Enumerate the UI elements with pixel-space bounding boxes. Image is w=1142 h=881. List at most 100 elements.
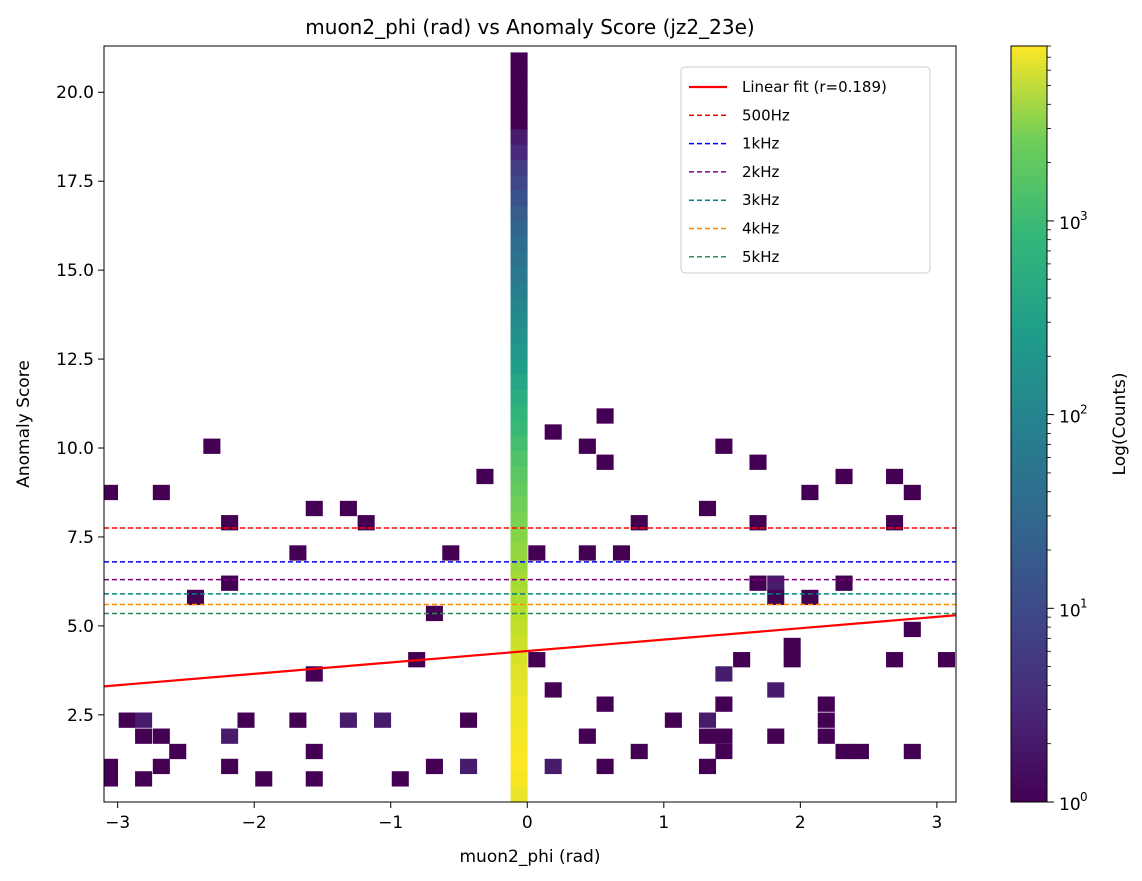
heatmap-cell-central [510, 205, 528, 222]
heatmap-cell [255, 771, 273, 787]
heatmap-cell [698, 728, 717, 744]
heatmap-cell-central [510, 450, 528, 466]
heatmap-cell [783, 637, 801, 654]
heatmap-cell [203, 438, 221, 454]
y-tick-label: 17.5 [56, 172, 94, 192]
heatmap-cell [528, 652, 546, 668]
heatmap-cell-central [510, 603, 528, 619]
heatmap-cell-central [510, 128, 528, 145]
heatmap-cell-central [510, 710, 528, 727]
heatmap-cell [749, 454, 767, 470]
heatmap-cell [903, 484, 921, 501]
heatmap-cell [886, 515, 904, 531]
heatmap-cell [305, 771, 323, 787]
heatmap-cell-central [510, 480, 528, 497]
heatmap-cell [289, 712, 307, 728]
heatmap-cell [612, 545, 631, 561]
heatmap-cell [783, 652, 801, 668]
plot-frame [103, 45, 957, 803]
heatmap-cell-central [510, 771, 528, 788]
colorbar-tick-label: 10 [1059, 408, 1081, 428]
heatmap-cell [596, 408, 614, 424]
heatmap-cell-central [510, 113, 528, 130]
heatmap-cell [817, 696, 835, 712]
heatmap-cell [596, 758, 614, 775]
heatmap-cell [374, 712, 392, 728]
heatmap-cell [715, 743, 733, 760]
heatmap-cell-central [510, 404, 528, 421]
colorbar-tick-exponent: 1 [1080, 596, 1088, 610]
heatmap-cell-central [510, 358, 528, 375]
heatmap-cell [767, 682, 785, 698]
heatmap-cell-central [510, 52, 528, 69]
heatmap-cell-central [510, 725, 528, 742]
heatmap-cell-central [510, 297, 528, 313]
y-tick-label: 10.0 [56, 439, 94, 459]
heatmap-cell [544, 682, 562, 698]
heatmap-cell-central [510, 312, 528, 329]
heatmap-cell [851, 743, 869, 760]
x-tick-label: 3 [931, 813, 942, 833]
heatmap-cell [135, 771, 153, 787]
threshold-lines [104, 527, 956, 688]
heatmap-cell [835, 468, 853, 485]
heatmap-cell [237, 712, 255, 728]
heatmap-cell-central [510, 343, 528, 359]
colorbar-tick-label: 10 [1059, 601, 1081, 621]
heatmap-cell [152, 728, 170, 744]
legend: Linear fit (r=0.189) 500Hz 1kHz 2kHz 3kHz 4kH… [680, 66, 931, 274]
heatmap-cell [886, 652, 904, 668]
heatmap-cell [578, 438, 596, 454]
heatmap-cell [425, 758, 443, 775]
heatmap-cell [715, 696, 733, 712]
x-tick-label: 0 [522, 813, 533, 833]
colorbar-label: Log(Counts) [1110, 373, 1130, 476]
heatmap-cell [835, 743, 853, 760]
heatmap-cell [903, 743, 921, 760]
y-tick-label: 20.0 [56, 83, 94, 103]
heatmap-cell [104, 758, 118, 775]
x-tick-label: −3 [105, 813, 130, 833]
heatmap-cell-central [510, 419, 528, 436]
x-axis-ticks: −3 −2 −1 0 1 2 3 [105, 802, 942, 833]
heatmap-cell [391, 771, 409, 787]
legend-label: 1kHz [742, 135, 780, 153]
heatmap-cell-central [510, 496, 528, 512]
heatmap-cell-central [510, 190, 528, 206]
heatmap-cell [903, 621, 921, 638]
heatmap-cell-central [510, 251, 528, 268]
y-axis-label: Anomaly Score [14, 360, 34, 488]
colorbar-tick-exponent: 0 [1080, 790, 1088, 804]
legend-entries: Linear fit (r=0.189) 500Hz 1kHz 2kHz 3kHz 4kH… [689, 78, 887, 266]
heatmap-cell [118, 712, 136, 728]
legend-label: 2kHz [742, 163, 780, 181]
heatmap-cell [442, 545, 460, 561]
heatmap-cell [698, 712, 717, 728]
colorbar-tick-label: 10 [1059, 795, 1081, 815]
y-tick-label: 7.5 [67, 528, 94, 548]
heatmap-cell-central [510, 159, 528, 176]
heatmap-cell [305, 500, 323, 517]
y-tick-label: 12.5 [56, 350, 94, 370]
heatmap-cell-central [510, 174, 528, 191]
heatmap-cell [715, 438, 733, 454]
heatmap-cell [460, 758, 478, 775]
heatmap-cell [749, 575, 767, 591]
heatmap-cell [289, 545, 307, 561]
legend-label: 500Hz [742, 106, 790, 124]
x-axis-label: muon2_phi (rad) [460, 847, 601, 867]
heatmap-cell-central [510, 434, 528, 451]
heatmap-cell [630, 515, 648, 531]
heatmap-cell-central [510, 572, 528, 589]
heatmap-cell [835, 575, 853, 591]
heatmap-cell [749, 515, 767, 531]
colorbar-gradient [1010, 45, 1048, 803]
heatmap-cell [221, 758, 239, 775]
heatmap-cell [817, 728, 835, 744]
heatmap-cell [357, 515, 375, 531]
heatmap-cell-central [510, 511, 528, 528]
heatmap-cell [886, 468, 904, 485]
heatmap-cell [715, 666, 733, 682]
heatmap-cell-central [510, 526, 528, 543]
